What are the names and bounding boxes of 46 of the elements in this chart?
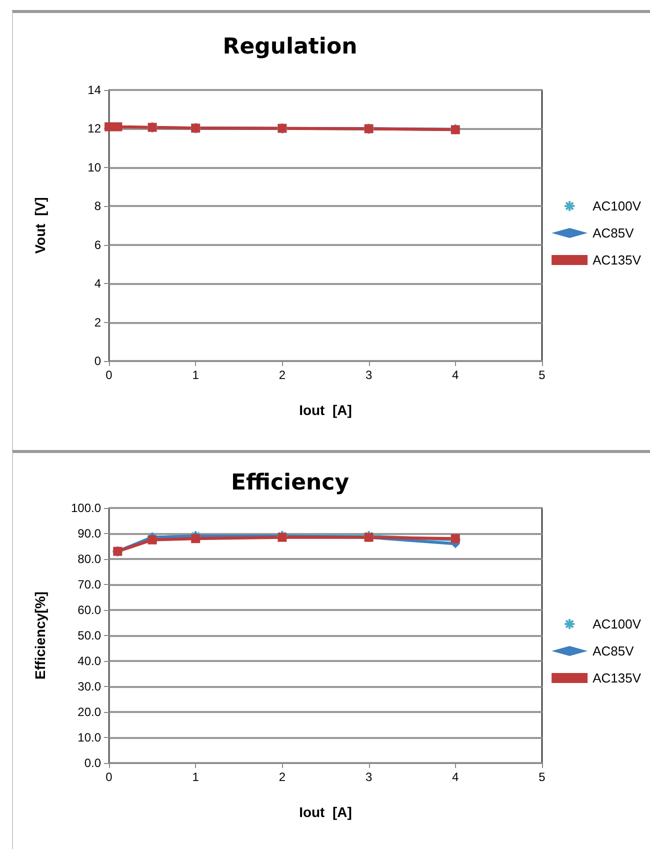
y-tick-label: 30.0 bbox=[78, 680, 102, 694]
y-axis-title: Efficiency[%] bbox=[32, 592, 48, 680]
y-tick-label: 80.0 bbox=[78, 552, 102, 566]
chart-title: Efficiency bbox=[230, 470, 350, 496]
x-tick-label: 3 bbox=[365, 368, 372, 382]
point bbox=[191, 534, 200, 544]
y-tick-label: 10.0 bbox=[78, 730, 102, 744]
chart-title: Regulation bbox=[222, 34, 358, 60]
y-tick-label: 8 bbox=[94, 199, 102, 214]
x-axis-title: Iout [A] bbox=[299, 804, 352, 820]
x-tick-label: 5 bbox=[538, 368, 546, 382]
y-tick-label: 100.0 bbox=[70, 501, 102, 515]
point bbox=[450, 534, 460, 544]
y-axis-title: Vout [V] bbox=[32, 197, 48, 254]
y-tick-label: 10 bbox=[88, 160, 102, 174]
x-tick-label: 3 bbox=[365, 770, 372, 784]
y-tick-label: 0.0 bbox=[84, 756, 102, 770]
y-tick-label: 90.0 bbox=[78, 526, 102, 540]
y-tick-label: 4 bbox=[94, 276, 102, 291]
point bbox=[148, 535, 157, 544]
legend-label: AC100V bbox=[592, 616, 642, 632]
x-tick-label: 4 bbox=[452, 770, 460, 784]
y-tick-label: 70.0 bbox=[78, 578, 102, 592]
y-tick-label: 0 bbox=[94, 354, 102, 368]
legend-label: AC135V bbox=[592, 670, 642, 686]
y-tick-label: 12 bbox=[88, 122, 102, 136]
y-tick-label: 40.0 bbox=[78, 654, 102, 668]
x-tick-label: 5 bbox=[538, 770, 546, 784]
x-tick-label: 1 bbox=[192, 770, 200, 784]
y-tick-label: 6 bbox=[94, 238, 102, 252]
y-tick-label: 2 bbox=[94, 315, 102, 330]
x-tick-label: 2 bbox=[278, 770, 286, 784]
x-tick-label: 0 bbox=[106, 770, 113, 784]
legend-label: AC135V bbox=[592, 252, 642, 268]
x-tick-label: 4 bbox=[452, 368, 460, 382]
y-tick-label: 50.0 bbox=[78, 628, 102, 642]
legend-label: AC100V bbox=[592, 198, 642, 214]
y-tick-label: 60.0 bbox=[78, 603, 102, 617]
legend-label: AC85V bbox=[592, 226, 634, 240]
x-axis-title: Iout [A] bbox=[299, 402, 352, 418]
y-tick-label: 14 bbox=[88, 83, 102, 97]
x-tick-label: 0 bbox=[106, 368, 113, 382]
legend-label: AC85V bbox=[592, 644, 634, 658]
x-tick-label: 2 bbox=[278, 368, 286, 382]
y-tick-label: 20.0 bbox=[78, 705, 102, 719]
x-tick-label: 1 bbox=[192, 368, 200, 382]
